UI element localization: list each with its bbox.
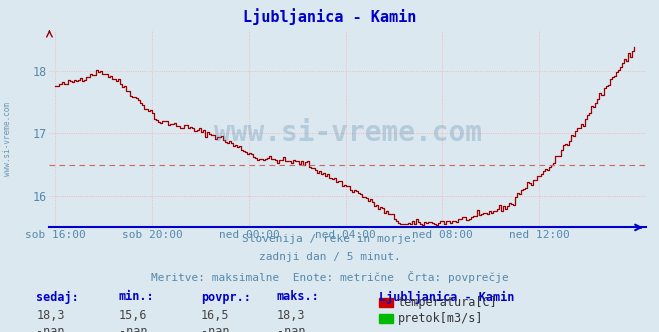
Text: Meritve: maksimalne  Enote: metrične  Črta: povprečje: Meritve: maksimalne Enote: metrične Črta… [151, 271, 508, 283]
Text: Slovenija / reke in morje.: Slovenija / reke in morje. [242, 234, 417, 244]
Text: 16,5: 16,5 [201, 309, 229, 322]
Text: temperatura[C]: temperatura[C] [397, 296, 497, 309]
Text: -nan: -nan [36, 325, 65, 332]
Text: 18,3: 18,3 [277, 309, 305, 322]
Text: sedaj:: sedaj: [36, 290, 79, 303]
Text: www.si-vreme.com: www.si-vreme.com [3, 103, 13, 176]
Text: zadnji dan / 5 minut.: zadnji dan / 5 minut. [258, 252, 401, 262]
Text: www.si-vreme.com: www.si-vreme.com [214, 119, 482, 147]
Text: Ljubljanica - Kamin: Ljubljanica - Kamin [243, 8, 416, 25]
Text: maks.:: maks.: [277, 290, 320, 303]
Text: povpr.:: povpr.: [201, 290, 251, 303]
Text: 15,6: 15,6 [119, 309, 147, 322]
Text: min.:: min.: [119, 290, 154, 303]
Text: Ljubljanica - Kamin: Ljubljanica - Kamin [379, 290, 514, 303]
Text: -nan: -nan [119, 325, 147, 332]
Text: 18,3: 18,3 [36, 309, 65, 322]
Text: -nan: -nan [277, 325, 305, 332]
Text: -nan: -nan [201, 325, 229, 332]
Text: pretok[m3/s]: pretok[m3/s] [397, 312, 483, 325]
